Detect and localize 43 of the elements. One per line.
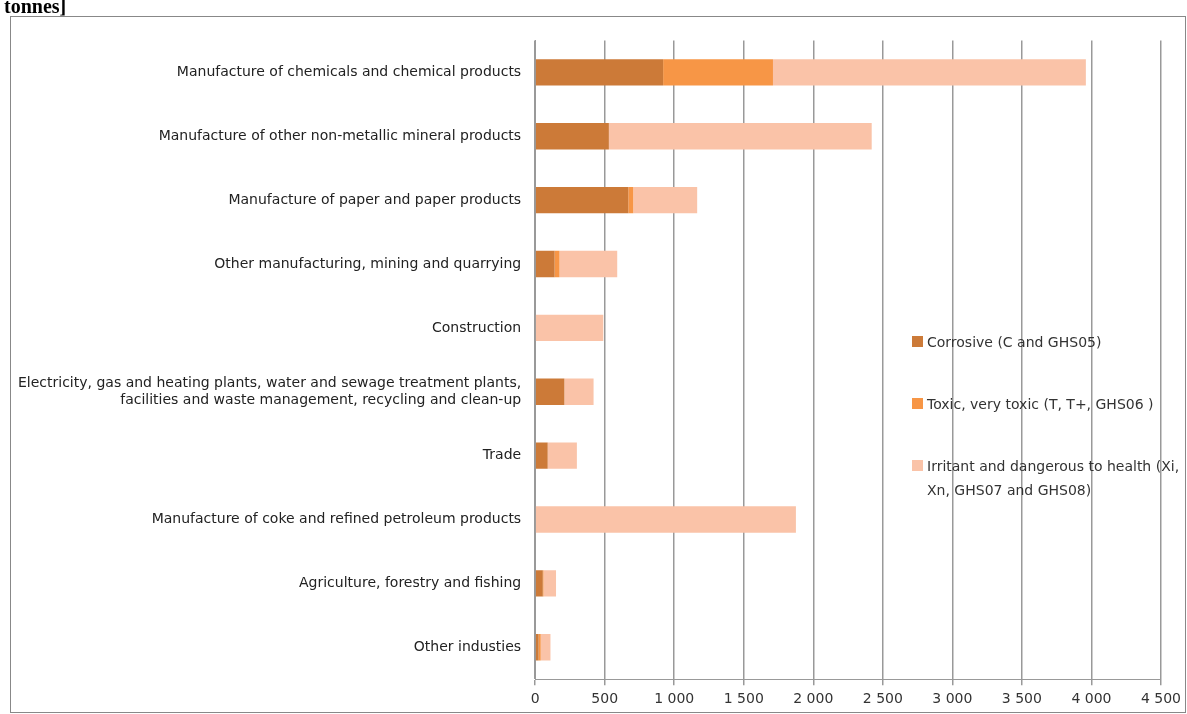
x-tick-label: 3 500 (1001, 690, 1042, 707)
x-tick-label: 0 (530, 690, 540, 707)
legend-label: Toxic, very toxic (T, T+, GHS06 ) (927, 395, 1154, 414)
y-tick-label: Trade (481, 446, 522, 463)
bar (540, 634, 551, 661)
legend-label: Corrosive (C and GHS05) (927, 333, 1102, 352)
bar (535, 250, 555, 278)
bar (535, 378, 565, 405)
y-tick-label: Other manufacturing, mining and quarrying (214, 254, 522, 271)
bar (535, 314, 604, 342)
bar (554, 250, 560, 278)
y-tick-label: Manufacture of other non-metallic mineral products (158, 126, 522, 143)
x-tick-label: 4 500 (1140, 690, 1182, 707)
bar (543, 570, 557, 597)
bar (564, 378, 594, 405)
bar (535, 506, 796, 533)
bar (535, 123, 609, 150)
bar (559, 250, 618, 278)
y-tick-label: Other industies (413, 637, 522, 654)
y-tick-label: Agriculture, forestry and fishing (299, 574, 522, 591)
y-tick-label: Construction (432, 318, 522, 335)
bar (535, 186, 629, 214)
y-tick-label: Manufacture of chemicals and chemical products (176, 62, 522, 79)
bar (633, 186, 698, 214)
x-tick-label: 500 (591, 690, 619, 707)
bar (772, 59, 1086, 86)
bar (547, 442, 577, 469)
bar (535, 570, 543, 597)
bar (663, 59, 773, 86)
x-tick-label: 2 000 (793, 690, 834, 707)
bar (535, 442, 548, 469)
legend-label: Irritant and dangerous to health (Xi, Xn, GHS07 and GHS08) (927, 457, 1181, 500)
bar (628, 186, 634, 214)
x-tick-label: 3 000 (932, 690, 973, 707)
y-tick-label: Manufacture of coke and refined petroleum products (151, 510, 522, 527)
x-tick-label: 1 000 (654, 690, 695, 707)
y-tick-label: Electricity, gas and heating plants, water and sewage treatment plants, facilities and waste management, recycling and clean-up (17, 373, 522, 407)
y-tick-label: Manufacture of paper and paper products (228, 190, 522, 207)
x-tick-label: 2 500 (862, 690, 903, 707)
x-tick-label: 4 000 (1071, 690, 1112, 707)
bar (535, 59, 664, 86)
x-tick-label: 1 500 (723, 690, 764, 707)
bar (608, 123, 872, 150)
